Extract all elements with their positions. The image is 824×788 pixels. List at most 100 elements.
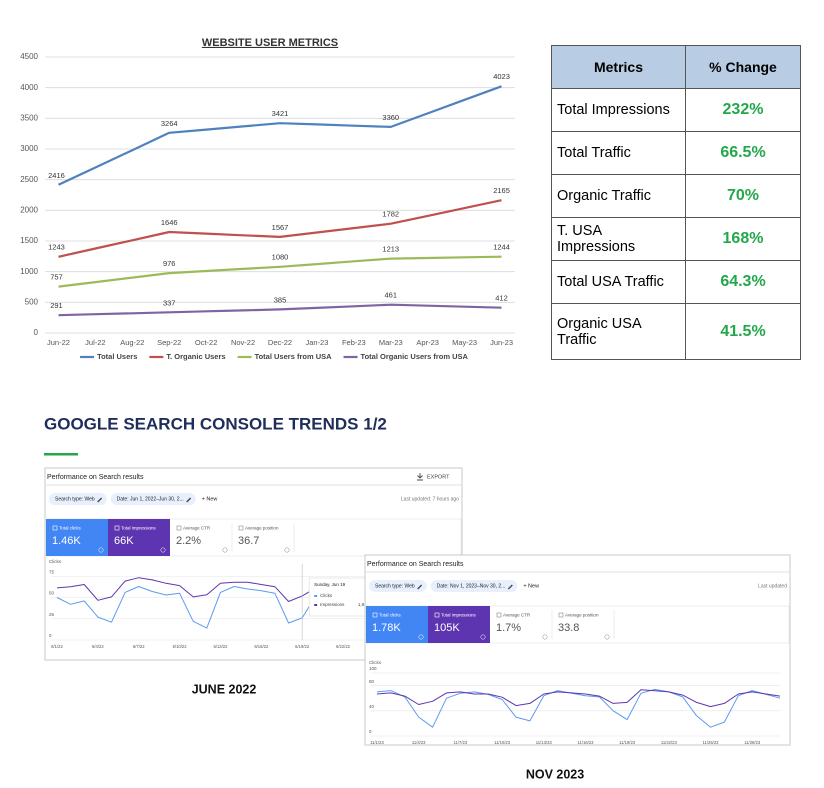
tooltip-date: Sunday, Jun 19 xyxy=(314,582,345,587)
y-tick-label: 3000 xyxy=(20,144,38,153)
card-label: Average position xyxy=(565,613,599,618)
header-cell: Metrics xyxy=(551,45,686,89)
x-tick-label: 11/19/23 xyxy=(619,740,636,745)
data-label: 1243 xyxy=(48,243,65,252)
card-value: 1.78K xyxy=(372,622,401,634)
help-icon xyxy=(222,547,228,553)
screenshot-title: Performance on Search results xyxy=(367,561,464,568)
legend-item: T. Organic Users xyxy=(149,352,226,361)
y-tick-label: 0 xyxy=(369,729,372,734)
data-label: 3360 xyxy=(382,113,399,122)
card-checkbox xyxy=(52,525,58,531)
tooltip-key xyxy=(314,595,318,597)
x-tick-label: Jun-22 xyxy=(47,338,70,347)
x-tick-label: Mar-23 xyxy=(379,338,403,347)
data-label: 461 xyxy=(385,291,398,300)
x-tick-label: Jul-22 xyxy=(85,338,105,347)
card-value: 36.7 xyxy=(238,535,259,547)
y-tick-label: 4000 xyxy=(20,83,38,92)
x-tick-label: Nov-22 xyxy=(231,338,255,347)
card-value: 1.46K xyxy=(52,535,81,547)
x-tick-label: Sep-22 xyxy=(157,338,181,347)
y-tick-label: 80 xyxy=(369,679,375,684)
y-axis-label: Clicks xyxy=(49,559,62,564)
card-label: Average CTR xyxy=(183,526,211,531)
card-value: 1.7% xyxy=(496,622,521,634)
y-tick-label: 100 xyxy=(369,666,377,671)
table-row: Total Impressions 232% xyxy=(551,88,801,132)
tooltip-name: Impressions xyxy=(320,602,345,607)
edit-icon xyxy=(97,497,103,503)
data-label: 2165 xyxy=(493,186,510,195)
edit-icon xyxy=(507,584,513,590)
data-label: 1080 xyxy=(272,253,289,262)
x-tick-label: 11/28/23 xyxy=(744,740,761,745)
table-row: Organic Traffic 70% xyxy=(551,174,801,218)
tooltip-name: Clicks xyxy=(320,593,333,598)
table-row: Total Traffic 66.5% xyxy=(551,131,801,175)
series-line xyxy=(58,199,502,258)
metric-cell: Total USA Traffic xyxy=(551,260,686,304)
change-cell: 66.5% xyxy=(685,131,801,175)
x-tick-label: 11/25/23 xyxy=(703,740,720,745)
metric-cell: Organic Traffic xyxy=(551,174,686,218)
x-tick-label: Apr-23 xyxy=(416,338,439,347)
last-updated: Last updated: 7 hours ago xyxy=(401,496,459,502)
x-tick-label: Aug-22 xyxy=(120,338,144,347)
card-checkbox xyxy=(558,612,564,618)
card-value: 2.2% xyxy=(176,535,201,547)
x-tick-label: 6/7/22 xyxy=(133,644,145,649)
filter-chip-label: Date: Nov 1, 2023–Nov 30, 2... xyxy=(437,583,506,589)
card-label: Total impressions xyxy=(121,526,157,531)
header-row: Metrics% Change xyxy=(551,45,801,89)
x-tick-label: 6/10/22 xyxy=(173,644,188,649)
x-tick-label: Dec-22 xyxy=(268,338,292,347)
y-tick-label: 2500 xyxy=(20,175,38,184)
data-label: 3421 xyxy=(272,109,289,118)
data-label: 1567 xyxy=(272,223,289,232)
data-label: 1782 xyxy=(382,210,399,219)
x-tick-label: 11/7/23 xyxy=(454,740,468,745)
legend-item: Total Users xyxy=(80,352,137,361)
new-filter[interactable]: + New xyxy=(202,496,218,502)
x-tick-label: 6/16/22 xyxy=(254,644,269,649)
screenshot-caption: NOV 2023 xyxy=(526,767,584,781)
help-icon xyxy=(604,634,610,640)
y-tick-label: 40 xyxy=(369,704,375,709)
card-checkbox xyxy=(176,525,182,531)
legend-label: Total Users xyxy=(97,352,137,361)
data-label: 1213 xyxy=(382,245,399,254)
card-checkbox xyxy=(114,525,120,531)
tooltip-value: 1,947 xyxy=(358,602,370,607)
card-label: Total impressions xyxy=(441,613,477,618)
x-tick-label: 6/1/22 xyxy=(51,644,63,649)
y-tick-label: 2000 xyxy=(20,205,38,214)
metrics-table: Metrics% Change Total Impressions 232% Tota… xyxy=(551,45,801,360)
y-tick-label: 1000 xyxy=(20,267,38,276)
data-label: 291 xyxy=(50,301,63,310)
card-value: 105K xyxy=(434,622,460,634)
series-line xyxy=(376,689,781,708)
y-tick-label: 1500 xyxy=(20,236,38,245)
screenshot-frame xyxy=(364,554,791,746)
tooltip xyxy=(308,577,374,617)
y-tick-label: 4500 xyxy=(20,52,38,61)
card-checkbox xyxy=(372,612,378,618)
change-cell: 70% xyxy=(685,174,801,218)
metric-card-bg xyxy=(428,606,490,643)
x-tick-label: Oct-22 xyxy=(195,338,218,347)
data-label: 412 xyxy=(495,294,508,303)
metric-card-bg xyxy=(108,519,170,556)
x-tick-label: 11/22/23 xyxy=(661,740,678,745)
card-checkbox xyxy=(496,612,502,618)
help-icon xyxy=(284,547,290,553)
filter-chip xyxy=(369,580,427,592)
x-tick-label: 11/10/23 xyxy=(494,740,511,745)
table-row: Organic USA Traffic 41.5% xyxy=(551,303,801,360)
data-label: 757 xyxy=(50,273,63,282)
new-filter[interactable]: + New xyxy=(523,583,539,589)
edit-icon xyxy=(186,497,192,503)
help-icon xyxy=(480,634,486,640)
header-cell: % Change xyxy=(685,45,801,89)
card-label: Average CTR xyxy=(503,613,531,618)
